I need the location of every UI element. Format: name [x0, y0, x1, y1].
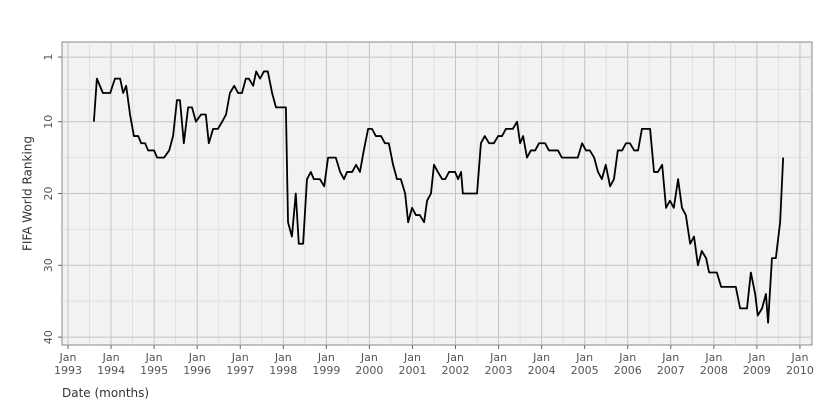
- y-tick-label: 20: [42, 187, 55, 201]
- x-axis-label: Date (months): [62, 386, 150, 400]
- x-tick-label: Jan 2005: [570, 351, 599, 377]
- x-tick-label: Jan 1995: [140, 351, 169, 377]
- x-tick-label: Jan 1994: [97, 351, 126, 377]
- x-tick-label: Jan 1996: [183, 351, 212, 377]
- x-tick-label: Jan 2003: [484, 351, 513, 377]
- x-tick-label: Jan 1997: [226, 351, 255, 377]
- line-series: [92, 70, 785, 324]
- x-tick-label: Jan 2001: [398, 351, 427, 377]
- y-tick-label: 30: [42, 258, 55, 272]
- x-tick-label: Jan 2007: [656, 351, 685, 377]
- x-tick-label: Jan 2000: [355, 351, 384, 377]
- x-tick-label: Jan 2006: [613, 351, 642, 377]
- y-tick-label: 10: [42, 115, 55, 129]
- x-tick-label: Jan 2010: [785, 351, 814, 377]
- y-axis-label: FIFA World Ranking: [21, 136, 35, 251]
- x-tick-label: Jan 2008: [699, 351, 728, 377]
- y-tick-label: 1: [42, 54, 55, 61]
- x-tick-label: Jan 1998: [269, 351, 298, 377]
- y-tick-label: 40: [42, 330, 55, 344]
- x-tick-label: Jan 2002: [441, 351, 470, 377]
- x-tick-label: Jan 1993: [54, 351, 83, 377]
- x-tick-label: Jan 2009: [742, 351, 771, 377]
- x-tick-label: Jan 2004: [527, 351, 556, 377]
- x-tick-label: Jan 1999: [312, 351, 341, 377]
